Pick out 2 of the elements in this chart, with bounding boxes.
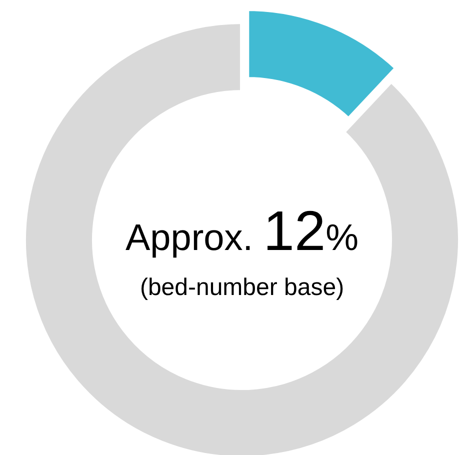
text: (bed-number base) [140, 274, 344, 301]
text: Approx. 12% [126, 199, 358, 262]
